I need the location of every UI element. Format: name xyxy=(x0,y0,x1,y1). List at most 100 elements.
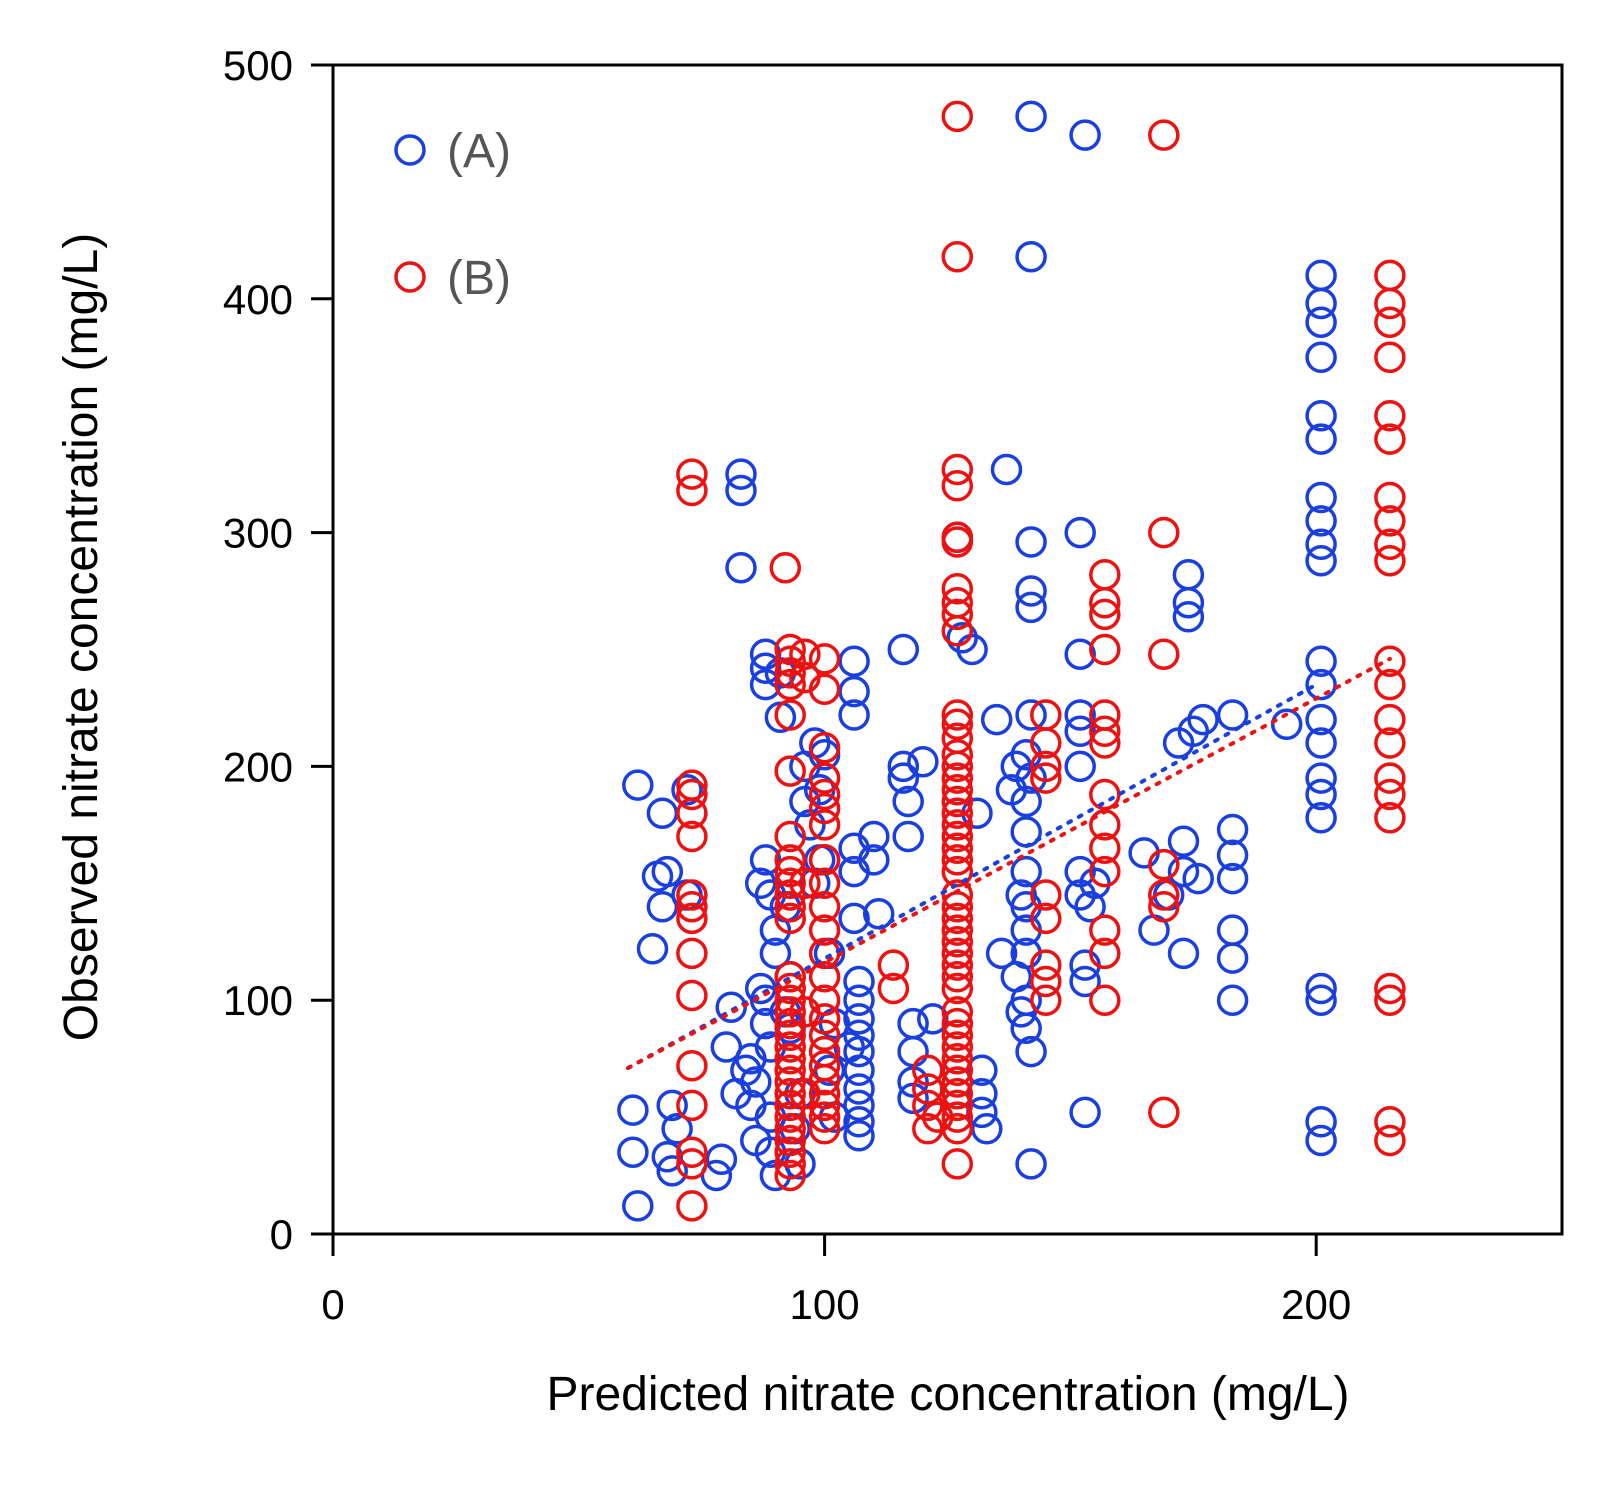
data-point xyxy=(808,1063,841,1096)
data-point xyxy=(941,844,974,876)
data-point xyxy=(789,638,821,670)
data-point xyxy=(1374,306,1406,338)
data-point xyxy=(1089,727,1121,759)
data-point xyxy=(808,1003,841,1035)
data-point xyxy=(808,1101,841,1133)
data-point xyxy=(774,699,806,731)
data-point xyxy=(941,1042,974,1075)
data-point xyxy=(941,949,974,981)
data-point xyxy=(941,1019,974,1052)
data-point xyxy=(1374,1124,1406,1157)
data-point xyxy=(1305,1106,1337,1138)
data-point xyxy=(838,699,870,731)
data-point xyxy=(676,890,708,923)
data-point xyxy=(705,1143,738,1175)
y-tick-label: 500 xyxy=(223,42,293,89)
data-point xyxy=(808,1089,841,1122)
x-tick-label: 100 xyxy=(790,1281,860,1328)
data-point xyxy=(1270,708,1303,741)
data-point xyxy=(941,914,974,946)
data-point xyxy=(1374,984,1406,1016)
data-point xyxy=(1305,778,1337,811)
data-point xyxy=(941,937,974,970)
y-tick-label: 400 xyxy=(223,276,293,323)
data-point xyxy=(941,972,974,1005)
x-tick-label: 200 xyxy=(1281,1281,1351,1328)
data-point xyxy=(907,745,939,778)
data-point xyxy=(892,785,924,818)
data-point xyxy=(676,1148,708,1180)
data-point xyxy=(897,1007,929,1040)
data-point xyxy=(1305,259,1337,292)
data-point xyxy=(1374,544,1406,577)
data-point xyxy=(941,1054,974,1087)
data-point xyxy=(1089,598,1121,631)
data-point xyxy=(808,643,841,675)
data-point xyxy=(985,937,1018,970)
data-point xyxy=(774,1077,806,1110)
data-point xyxy=(941,809,974,841)
data-point xyxy=(941,1113,974,1145)
data-point xyxy=(843,984,875,1016)
data-point xyxy=(1148,1096,1180,1129)
data-point xyxy=(941,774,974,806)
data-point xyxy=(749,844,782,876)
data-point xyxy=(1374,972,1406,1005)
data-point xyxy=(1305,727,1337,759)
data-point xyxy=(1305,703,1337,736)
data-point xyxy=(1015,591,1047,624)
data-point xyxy=(676,458,708,490)
data-point xyxy=(1374,802,1406,834)
legend-label-b: (B) xyxy=(447,252,511,305)
data-point xyxy=(808,762,841,794)
data-point xyxy=(676,820,708,853)
data-point xyxy=(1172,558,1205,591)
data-point xyxy=(1172,586,1205,619)
x-axis-title: Predicted nitrate concentration (mg/L) xyxy=(546,1368,1349,1421)
data-point xyxy=(1030,762,1062,794)
data-point xyxy=(1089,914,1121,946)
data-point xyxy=(1374,481,1406,514)
data-point xyxy=(1015,526,1047,558)
data-point xyxy=(808,1019,841,1052)
data-point xyxy=(1305,762,1337,794)
trendline-a xyxy=(626,682,1319,1070)
data-point xyxy=(990,453,1023,486)
plot-area xyxy=(617,100,1406,1222)
data-point xyxy=(656,1089,688,1122)
data-point xyxy=(808,778,841,811)
data-point xyxy=(843,1106,875,1138)
data-point xyxy=(941,526,974,558)
data-point xyxy=(774,1101,806,1133)
data-point xyxy=(1374,668,1406,701)
data-point xyxy=(774,820,806,853)
data-point xyxy=(1030,965,1062,998)
data-point xyxy=(1216,813,1249,846)
data-point xyxy=(941,762,974,794)
data-point xyxy=(676,1136,708,1168)
data-point xyxy=(1374,399,1406,432)
data-point xyxy=(789,867,821,900)
data-point xyxy=(1064,715,1096,748)
data-point xyxy=(1216,984,1249,1016)
data-point xyxy=(1167,825,1200,857)
data-point xyxy=(1172,601,1205,633)
data-point xyxy=(843,1035,875,1068)
data-point xyxy=(774,996,806,1028)
data-point xyxy=(1089,984,1121,1016)
data-point xyxy=(1030,727,1062,759)
data-point xyxy=(1305,341,1337,374)
data-point xyxy=(676,474,708,507)
data-point xyxy=(941,1031,974,1063)
data-point xyxy=(774,755,806,787)
data-point xyxy=(1305,528,1337,561)
plot-frame xyxy=(331,63,1564,1236)
data-point xyxy=(1148,848,1180,881)
data-point xyxy=(1374,645,1406,677)
data-point xyxy=(971,1113,1003,1145)
data-point xyxy=(941,1007,974,1040)
data-point xyxy=(1305,306,1337,338)
data-point xyxy=(1030,750,1062,783)
series-b xyxy=(676,100,1406,1222)
